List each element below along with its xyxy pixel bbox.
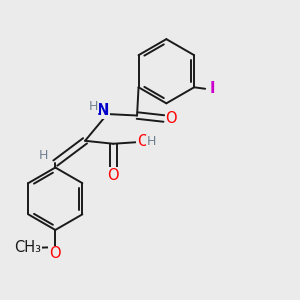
Text: CH₃: CH₃ bbox=[14, 240, 41, 255]
Text: O: O bbox=[137, 134, 149, 149]
Text: O: O bbox=[107, 168, 119, 183]
Text: O: O bbox=[49, 246, 61, 261]
Text: H: H bbox=[147, 136, 156, 148]
Text: H: H bbox=[39, 149, 48, 162]
Text: H: H bbox=[89, 100, 98, 113]
Text: N: N bbox=[97, 103, 109, 118]
Text: O: O bbox=[165, 111, 177, 126]
Text: I: I bbox=[209, 81, 215, 96]
